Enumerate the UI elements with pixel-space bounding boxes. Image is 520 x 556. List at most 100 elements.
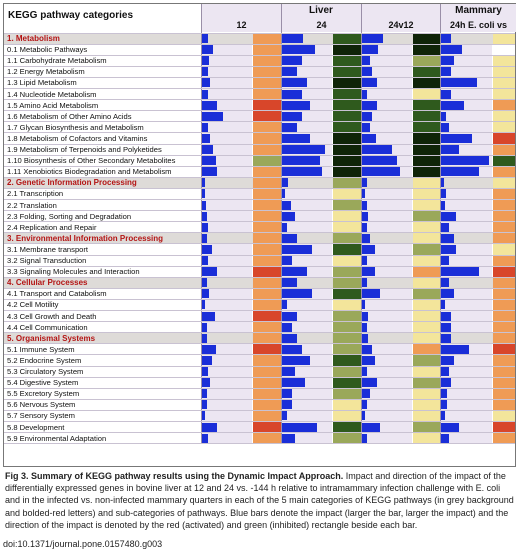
- impact-bar: [282, 422, 317, 432]
- impact-bar: [202, 433, 208, 443]
- pathway-label: 1.5 Amino Acid Metabolism: [7, 100, 99, 110]
- direction-rect: [493, 77, 515, 89]
- impact-bar: [202, 233, 207, 243]
- impact-bar: [362, 289, 380, 299]
- impact-bar: [202, 89, 208, 99]
- pathway-row: 0.1 Metabolic Pathways: [4, 44, 515, 56]
- pathway-label: 1.9 Metabolism of Terpenoids and Polyket…: [7, 145, 162, 154]
- impact-cell: [441, 221, 492, 233]
- impact-bar: [202, 400, 207, 410]
- impact-cell: [202, 166, 252, 178]
- direction-rect: [493, 277, 515, 289]
- impact-bar: [282, 389, 292, 399]
- impact-bar: [202, 111, 223, 121]
- impact-bar: [362, 222, 367, 232]
- impact-bar: [441, 311, 452, 321]
- impact-bar: [202, 244, 212, 254]
- impact-bar: [202, 300, 205, 310]
- impact-cell: [441, 144, 492, 155]
- direction-rect: [333, 55, 361, 67]
- row-divider: [4, 265, 515, 267]
- impact-cell: [282, 199, 332, 211]
- direction-rect: [253, 44, 281, 56]
- impact-cell: [202, 366, 252, 377]
- impact-cell: [282, 377, 332, 389]
- impact-cell: [202, 432, 252, 444]
- direction-rect: [413, 155, 440, 167]
- pathway-row: 1.10 Biosynthesis of Other Secondary Met…: [4, 155, 515, 167]
- impact-cell: [362, 388, 412, 400]
- direction-rect: [493, 110, 515, 122]
- impact-cell: [282, 55, 332, 67]
- pathway-row: 5.5 Excretory System: [4, 388, 515, 400]
- direction-rect: [493, 166, 515, 178]
- impact-bar: [282, 311, 297, 321]
- categories-header: KEGG pathway categories: [8, 10, 134, 21]
- impact-bar: [441, 367, 449, 376]
- impact-cell: [441, 177, 492, 189]
- impact-cell: [202, 243, 252, 255]
- impact-cell: [441, 99, 492, 111]
- impact-cell: [202, 399, 252, 411]
- impact-bar: [441, 100, 464, 110]
- impact-cell: [202, 88, 252, 100]
- impact-cell: [202, 66, 252, 78]
- row-divider: [4, 443, 515, 445]
- impact-bar: [362, 411, 365, 421]
- impact-cell: [362, 99, 412, 111]
- pathway-label: 5.8 Development: [7, 422, 65, 432]
- impact-cell: [202, 132, 252, 144]
- impact-cell: [202, 210, 252, 222]
- impact-bar: [282, 111, 302, 121]
- pathway-label: 1.6 Metabolism of Other Amino Acids: [7, 111, 132, 121]
- impact-bar: [202, 256, 208, 265]
- pathway-row: 2.4 Replication and Repair: [4, 221, 515, 233]
- impact-cell: [282, 299, 332, 311]
- pathway-label: 4.3 Cell Growth and Death: [7, 311, 97, 321]
- impact-bar: [282, 244, 312, 254]
- pathway-label: 4.4 Cell Communication: [7, 322, 88, 332]
- direction-rect: [413, 399, 440, 411]
- direction-rect: [333, 354, 361, 366]
- impact-cell: [282, 188, 332, 200]
- row-divider: [4, 110, 515, 112]
- impact-bar: [362, 233, 370, 243]
- impact-bar: [441, 45, 463, 55]
- direction-rect: [493, 33, 515, 44]
- impact-cell: [441, 310, 492, 322]
- direction-rect: [413, 266, 440, 278]
- direction-rect: [493, 366, 515, 377]
- category-row: 3. Environmental Information Processing: [4, 232, 515, 244]
- pathway-label: 3.3 Signaling Molecules and Interaction: [7, 267, 140, 277]
- impact-bar: [441, 422, 459, 432]
- direction-rect: [493, 388, 515, 400]
- direction-rect: [253, 221, 281, 233]
- col-mammary-header: 24h E. coli vs CTR: [441, 18, 516, 44]
- impact-bar: [441, 400, 448, 410]
- row-divider: [4, 221, 515, 223]
- pathway-label: 5.9 Environmental Adaptation: [7, 433, 107, 443]
- impact-cell: [202, 310, 252, 322]
- pathway-label: 1.3 Lipid Metabolism: [7, 78, 77, 88]
- direction-rect: [413, 88, 440, 100]
- impact-cell: [202, 221, 252, 233]
- pathway-row: 1.6 Metabolism of Other Amino Acids: [4, 110, 515, 122]
- row-divider: [4, 54, 515, 56]
- direction-rect: [333, 77, 361, 89]
- row-divider: [4, 332, 515, 334]
- direction-rect: [413, 177, 440, 189]
- direction-rect: [253, 354, 281, 366]
- direction-rect: [333, 299, 361, 311]
- direction-rect: [253, 299, 281, 311]
- impact-cell: [282, 432, 332, 444]
- impact-bar: [441, 289, 454, 299]
- row-divider: [4, 154, 515, 156]
- row-divider: [4, 199, 515, 200]
- impact-bar: [441, 256, 449, 265]
- pathway-row: 1.9 Metabolism of Terpenoids and Polyket…: [4, 144, 515, 155]
- impact-cell: [362, 332, 412, 344]
- impact-cell: [282, 310, 332, 322]
- caption-text: Impact and direction of the impact of th…: [5, 471, 514, 530]
- impact-bar: [362, 378, 377, 388]
- impact-cell: [441, 299, 492, 311]
